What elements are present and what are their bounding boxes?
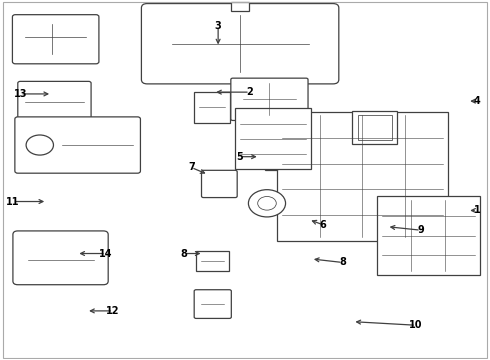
Circle shape [26,135,53,155]
Text: 6: 6 [320,220,326,230]
Text: 2: 2 [246,87,253,97]
Bar [358,116,392,140]
FancyBboxPatch shape [15,117,141,173]
FancyBboxPatch shape [18,81,91,123]
FancyBboxPatch shape [13,231,108,285]
Text: 1: 1 [474,206,481,216]
FancyBboxPatch shape [12,15,99,64]
Text: 14: 14 [99,248,113,258]
Text: 3: 3 [215,21,221,31]
FancyBboxPatch shape [194,290,231,319]
FancyBboxPatch shape [142,4,339,84]
Bar [235,108,311,169]
Text: 13: 13 [14,89,27,99]
Bar [265,147,277,170]
Bar [231,3,249,12]
FancyBboxPatch shape [231,78,308,121]
Bar [377,196,480,275]
Bar [352,111,397,144]
Bar [196,251,229,271]
Circle shape [248,190,286,217]
Text: 11: 11 [6,197,20,207]
Text: 5: 5 [237,152,244,162]
Text: 9: 9 [417,225,424,235]
Text: 7: 7 [188,162,195,172]
Text: 10: 10 [409,320,423,330]
Bar [194,92,230,123]
Text: 8: 8 [180,248,187,258]
Text: 8: 8 [339,257,346,267]
Text: 4: 4 [474,96,481,106]
FancyBboxPatch shape [201,170,237,198]
Text: 12: 12 [106,306,120,316]
Bar [277,112,448,241]
